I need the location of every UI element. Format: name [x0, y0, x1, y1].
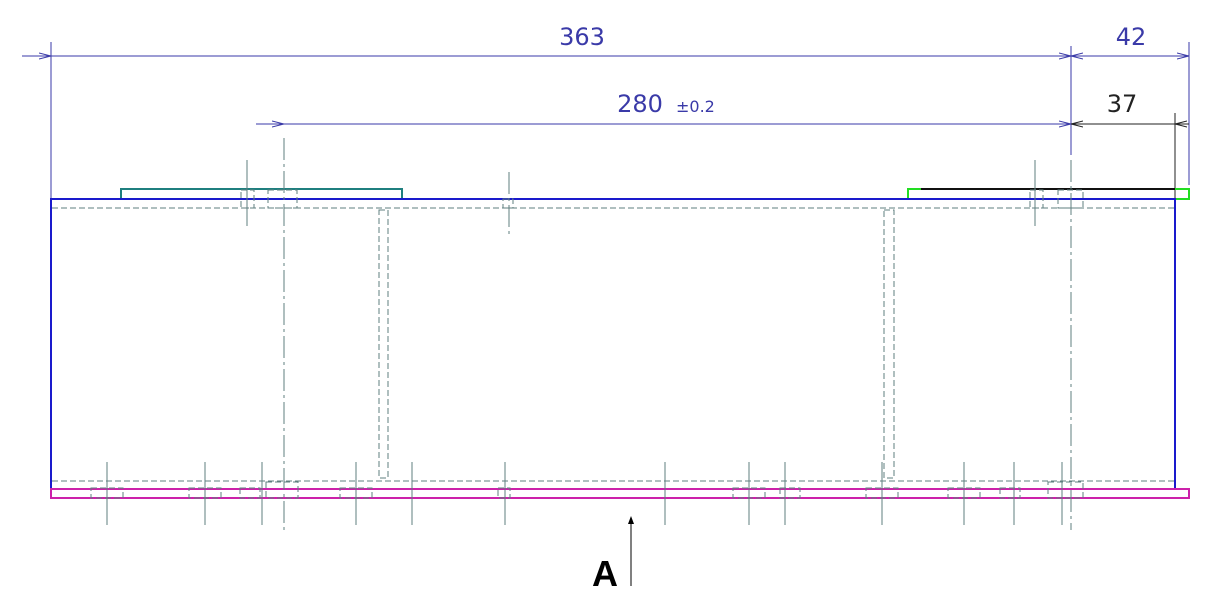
hidden-hole-top-2 [267, 189, 298, 209]
center-marks [106, 160, 1063, 525]
bottom-plate [50, 488, 1190, 499]
hidden-hole-bottom-11 [999, 487, 1021, 499]
center-lines [283, 138, 1072, 530]
dimension-text-280-tolerance: ±0.2 [676, 97, 715, 116]
dimension-text-363: 363 [559, 23, 605, 51]
hidden-hole-top-4 [1029, 189, 1044, 209]
dimension-280 [256, 46, 1072, 155]
hidden-rib-right [883, 209, 895, 479]
hidden-rib-left [378, 209, 389, 479]
view-arrow-head [628, 516, 634, 524]
view-arrow-a [628, 516, 634, 586]
main-body-outline [50, 198, 1176, 490]
hidden-hole-bottom-3 [239, 487, 261, 499]
view-label-a: A [592, 553, 618, 592]
dimension-text-37: 37 [1107, 90, 1138, 118]
dimension-text-42: 42 [1116, 23, 1147, 51]
dimension-37 [1071, 113, 1189, 200]
hidden-hole-bottom-6 [497, 487, 511, 499]
dimension-42 [1071, 42, 1190, 185]
top-plate-left [120, 188, 403, 199]
hidden-lines [52, 189, 1175, 499]
hidden-hole-top-3 [502, 198, 514, 209]
hidden-hole-bottom-4 [265, 481, 299, 499]
dimension-363 [22, 42, 1071, 198]
hidden-hole-bottom-12 [1047, 481, 1084, 499]
top-plate-right [907, 188, 1190, 200]
hidden-hole-bottom-8 [779, 487, 801, 499]
dimension-text-280: 280 [617, 90, 663, 118]
